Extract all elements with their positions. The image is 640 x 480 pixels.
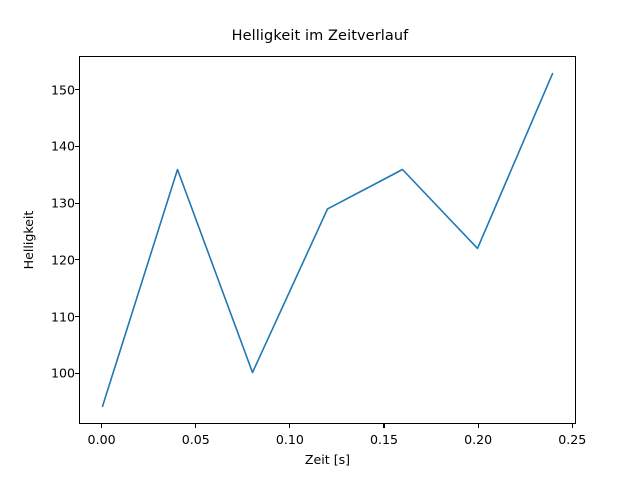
- y-tick-label: 130: [50, 195, 75, 211]
- y-tick-mark: [75, 372, 79, 374]
- y-tick-label: 150: [50, 82, 75, 98]
- x-axis-ticks: 0.00 0.05 0.10 0.15 0.20 0.25: [79, 424, 586, 454]
- y-tick-label: 100: [50, 365, 75, 381]
- y-tick-mark: [75, 89, 79, 91]
- x-tick-label: 0.15: [369, 432, 398, 447]
- y-tick-label: 140: [50, 138, 75, 154]
- x-tick-label: 0.25: [558, 432, 587, 447]
- y-tick-mark: [75, 202, 79, 204]
- plot-area: [79, 56, 576, 424]
- y-tick-mark: [75, 259, 79, 261]
- y-axis-label: Helligkeit: [21, 210, 36, 270]
- x-tick-label: 0.10: [275, 432, 304, 447]
- x-tick-mark: [571, 424, 573, 428]
- x-tick-label: 0.05: [181, 432, 210, 447]
- y-axis-ticks: 100 110 120 130 140 150: [21, 56, 79, 424]
- y-tick-label: 110: [50, 309, 75, 325]
- x-axis-label: Zeit [s]: [304, 452, 351, 467]
- x-tick-mark: [289, 424, 291, 428]
- y-tick-label: 120: [50, 252, 75, 268]
- x-tick-mark: [477, 424, 479, 428]
- x-tick-label: 0.00: [87, 432, 116, 447]
- x-tick-mark: [383, 424, 385, 428]
- x-tick-label: 0.20: [464, 432, 493, 447]
- line-series-svg: [101, 72, 554, 408]
- data-line: [101, 72, 554, 408]
- chart-title: Helligkeit im Zeitverlauf: [231, 28, 409, 44]
- y-tick-mark: [75, 316, 79, 318]
- x-tick-mark: [101, 424, 103, 428]
- x-tick-mark: [195, 424, 197, 428]
- y-tick-mark: [75, 145, 79, 148]
